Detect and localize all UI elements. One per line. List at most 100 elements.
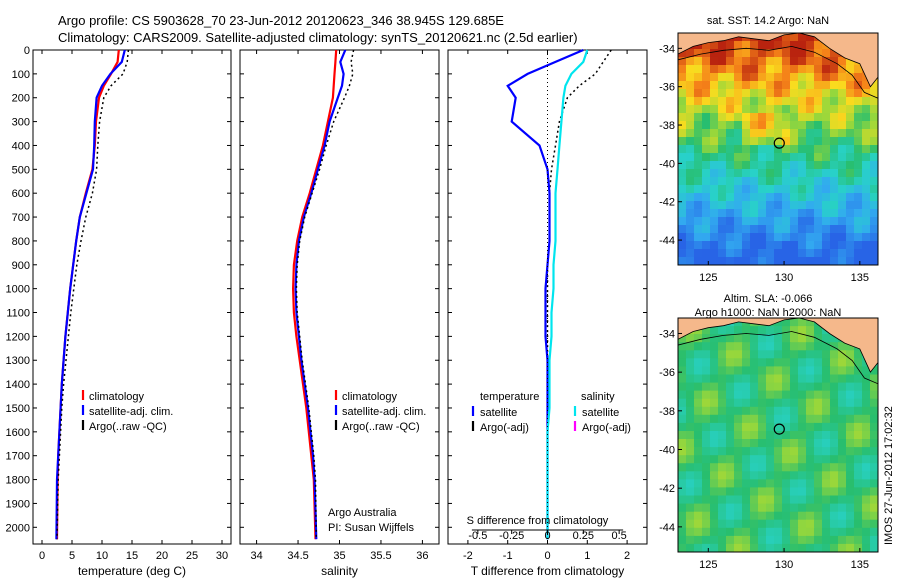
y-tick-label: 1300	[6, 355, 30, 367]
y-tick-label: -40	[659, 158, 675, 170]
y-tick-label: -34	[659, 43, 675, 55]
sst_map-frame	[677, 32, 879, 266]
top-tick-label: -0.25	[499, 530, 524, 542]
y-tick-label: 300	[12, 117, 30, 129]
figure-title-line2: Climatology: CARS2009. Satellite-adjuste…	[58, 30, 578, 45]
legend-entry: Argo(..raw -QC)	[342, 421, 420, 433]
y-tick-label: -42	[659, 197, 675, 209]
x-tick-label: 0	[39, 550, 45, 562]
sst-map-panel: -34 -36 -38 -40 -42 -44 125 130 135 sat. SST: 14.…	[659, 15, 879, 284]
y-tick-label: 100	[12, 69, 30, 81]
y-tick-label: 1400	[6, 379, 30, 391]
y-tick-label: -44	[659, 522, 675, 534]
x-tick-label: 0	[544, 550, 550, 562]
y-tick-label: -44	[659, 235, 675, 247]
x-tick-label: 135	[851, 272, 869, 284]
top-tick-label: -0.5	[468, 530, 487, 542]
x-tick-label: 130	[775, 559, 793, 571]
x-tick-label: 130	[775, 272, 793, 284]
y-tick-label: 400	[12, 140, 30, 152]
legend-entry: satellite	[582, 407, 619, 419]
salinity-panel: 34 34.5 35 35.5 36 salinity climatology satelli…	[239, 49, 440, 578]
y-tick-label: 1700	[6, 451, 30, 463]
x-tick-label: 34.5	[287, 550, 308, 562]
legend-header: salinity	[581, 391, 615, 403]
difference-series-2	[546, 49, 589, 540]
legend-header: temperature	[480, 391, 539, 403]
top-tick-label: 0.25	[573, 530, 594, 542]
legend-entry: climatology	[89, 391, 145, 403]
x-tick-label: 135	[851, 559, 869, 571]
x-tick-label: 30	[216, 550, 228, 562]
salinity-series-0	[291, 49, 338, 540]
y-tick-label: 1600	[6, 427, 30, 439]
x-tick-label: -2	[463, 550, 473, 562]
x-tick-label: 2	[624, 550, 630, 562]
depth-contour	[678, 331, 878, 385]
difference-series-1	[506, 48, 584, 540]
argo-position-marker	[773, 137, 785, 149]
map-subtitle: Argo h1000: NaN h2000: NaN	[695, 307, 842, 319]
y-tick-label: -36	[659, 367, 675, 379]
legend-entry: Argo(..raw -QC)	[89, 421, 167, 433]
x-tick-label: 5	[69, 550, 75, 562]
x-tick-label: 1	[584, 550, 590, 562]
x-tick-label: 25	[186, 550, 198, 562]
temperature-series-1	[55, 49, 126, 540]
argo-position-marker	[773, 423, 785, 435]
y-tick-label: 600	[12, 188, 30, 200]
top-tick-label: 0.5	[611, 530, 626, 542]
sla_map-frame	[677, 317, 879, 553]
x-tick-label: 34	[250, 550, 262, 562]
land-mass	[678, 33, 878, 88]
x-tick-label: 36	[416, 550, 428, 562]
sla_map-field	[678, 318, 878, 552]
temperature-series-2	[56, 49, 130, 540]
y-tick-label: -34	[659, 328, 675, 340]
y-tick-label: 1900	[6, 498, 30, 510]
x-tick-label: 20	[156, 550, 168, 562]
x-tick-label: 35.5	[370, 550, 391, 562]
sst_map-field	[678, 33, 878, 265]
temperature-series-0	[55, 49, 120, 540]
y-tick-label: 500	[12, 164, 30, 176]
figure-title-line1: Argo profile: CS 5903628_70 23-Jun-2012 …	[58, 13, 504, 28]
y-tick-label: 1000	[6, 284, 30, 296]
salinity-series-1	[294, 49, 347, 540]
x-tick-label: 125	[699, 272, 717, 284]
temperature-axes-box	[32, 49, 232, 545]
side-stamp: IMOS 27-Jun-2012 17:02:32	[883, 406, 895, 545]
x-tick-label: 15	[126, 550, 138, 562]
x-tick-label: 35	[333, 550, 345, 562]
x-axis-label: salinity	[321, 564, 358, 578]
y-tick-label: 1100	[6, 308, 30, 320]
difference-panel: -2 -1 0 1 2 T difference from climatology S di…	[447, 48, 648, 578]
y-tick-label: -36	[659, 82, 675, 94]
x-tick-label: -1	[503, 550, 513, 562]
x-tick-label: 10	[96, 550, 108, 562]
difference-series-0	[546, 49, 612, 540]
top-tick-label: 0	[544, 530, 550, 542]
salinity-series-2	[295, 49, 355, 540]
y-tick-label: 1200	[6, 331, 30, 343]
legend-entry: Argo(-adj)	[480, 422, 529, 434]
salinity-axes-box	[239, 49, 440, 545]
y-tick-label: 1500	[6, 403, 30, 415]
land-mass	[678, 318, 878, 373]
top-axis-label: S difference from climatology	[467, 515, 609, 527]
map-title: Altim. SLA: -0.066	[724, 293, 813, 305]
legend-entry: satellite-adj. clim.	[342, 406, 426, 418]
map-title: sat. SST: 14.2 Argo: NaN	[707, 15, 829, 27]
annotation-text: Argo Australia	[328, 507, 397, 519]
y-tick-label: 700	[12, 212, 30, 224]
temperature-panel: 0100200300400500600700800900100011001200…	[6, 45, 232, 578]
annotation-text: PI: Susan Wijffels	[328, 522, 414, 534]
legend-entry: climatology	[342, 391, 398, 403]
y-tick-label: -40	[659, 445, 675, 457]
y-tick-label: 0	[24, 45, 30, 57]
y-tick-label: -38	[659, 120, 675, 132]
y-tick-label: 1800	[6, 475, 30, 487]
x-axis-label: temperature (deg C)	[78, 564, 186, 578]
legend-entry: satellite	[480, 407, 517, 419]
